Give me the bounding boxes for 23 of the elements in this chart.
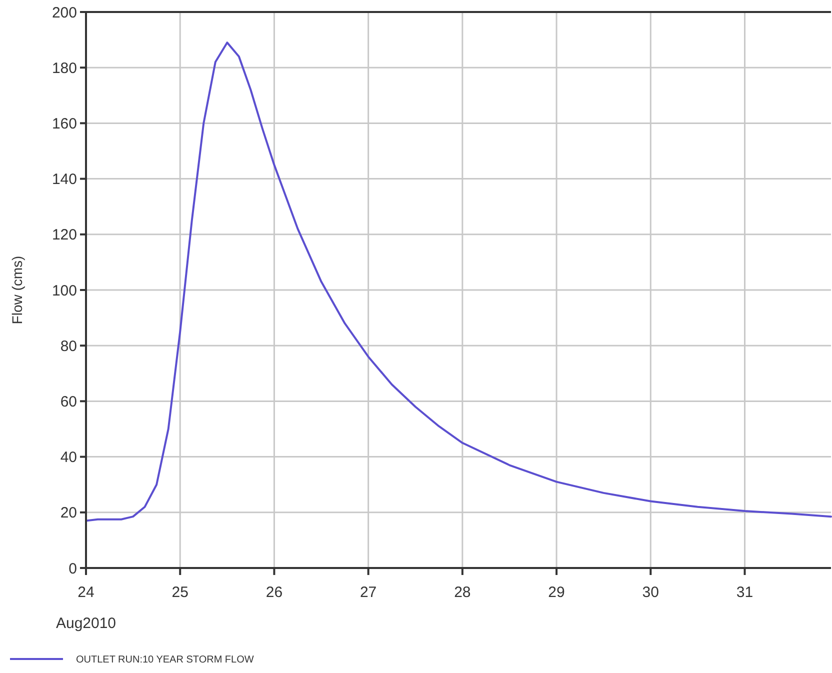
- y-tick-label: 180: [52, 60, 77, 77]
- line-series: [85, 42, 832, 522]
- y-tick-label: 160: [52, 115, 77, 132]
- y-tick-label: 100: [52, 282, 77, 300]
- y-tick-label: 0: [68, 560, 77, 578]
- x-tick-label: 31: [736, 584, 754, 601]
- y-tick-label: 80: [60, 338, 77, 355]
- x-tick-label: 27: [360, 584, 377, 601]
- text: OUTLET RUN:10 YEAR STORM FLOW: [76, 654, 254, 666]
- text: Aug2010: [56, 615, 116, 632]
- y-tick-label: 120: [52, 226, 77, 244]
- x-tick-label: 25: [172, 584, 188, 601]
- x-tick-label: 29: [548, 584, 565, 601]
- y-tick-label: 140: [52, 171, 77, 188]
- x-tick-label: 30: [642, 584, 659, 601]
- x-tick-label: 28: [454, 584, 471, 601]
- y-tick-label: 60: [60, 393, 77, 410]
- y-axis-title: Flow (cms): [9, 256, 25, 324]
- y-tick-label: 20: [60, 504, 77, 522]
- x-tick-label: 26: [266, 584, 283, 601]
- x-tick-label: 24: [78, 584, 94, 601]
- y-tick-label: 40: [60, 449, 77, 466]
- y-tick-label: 200: [52, 4, 77, 22]
